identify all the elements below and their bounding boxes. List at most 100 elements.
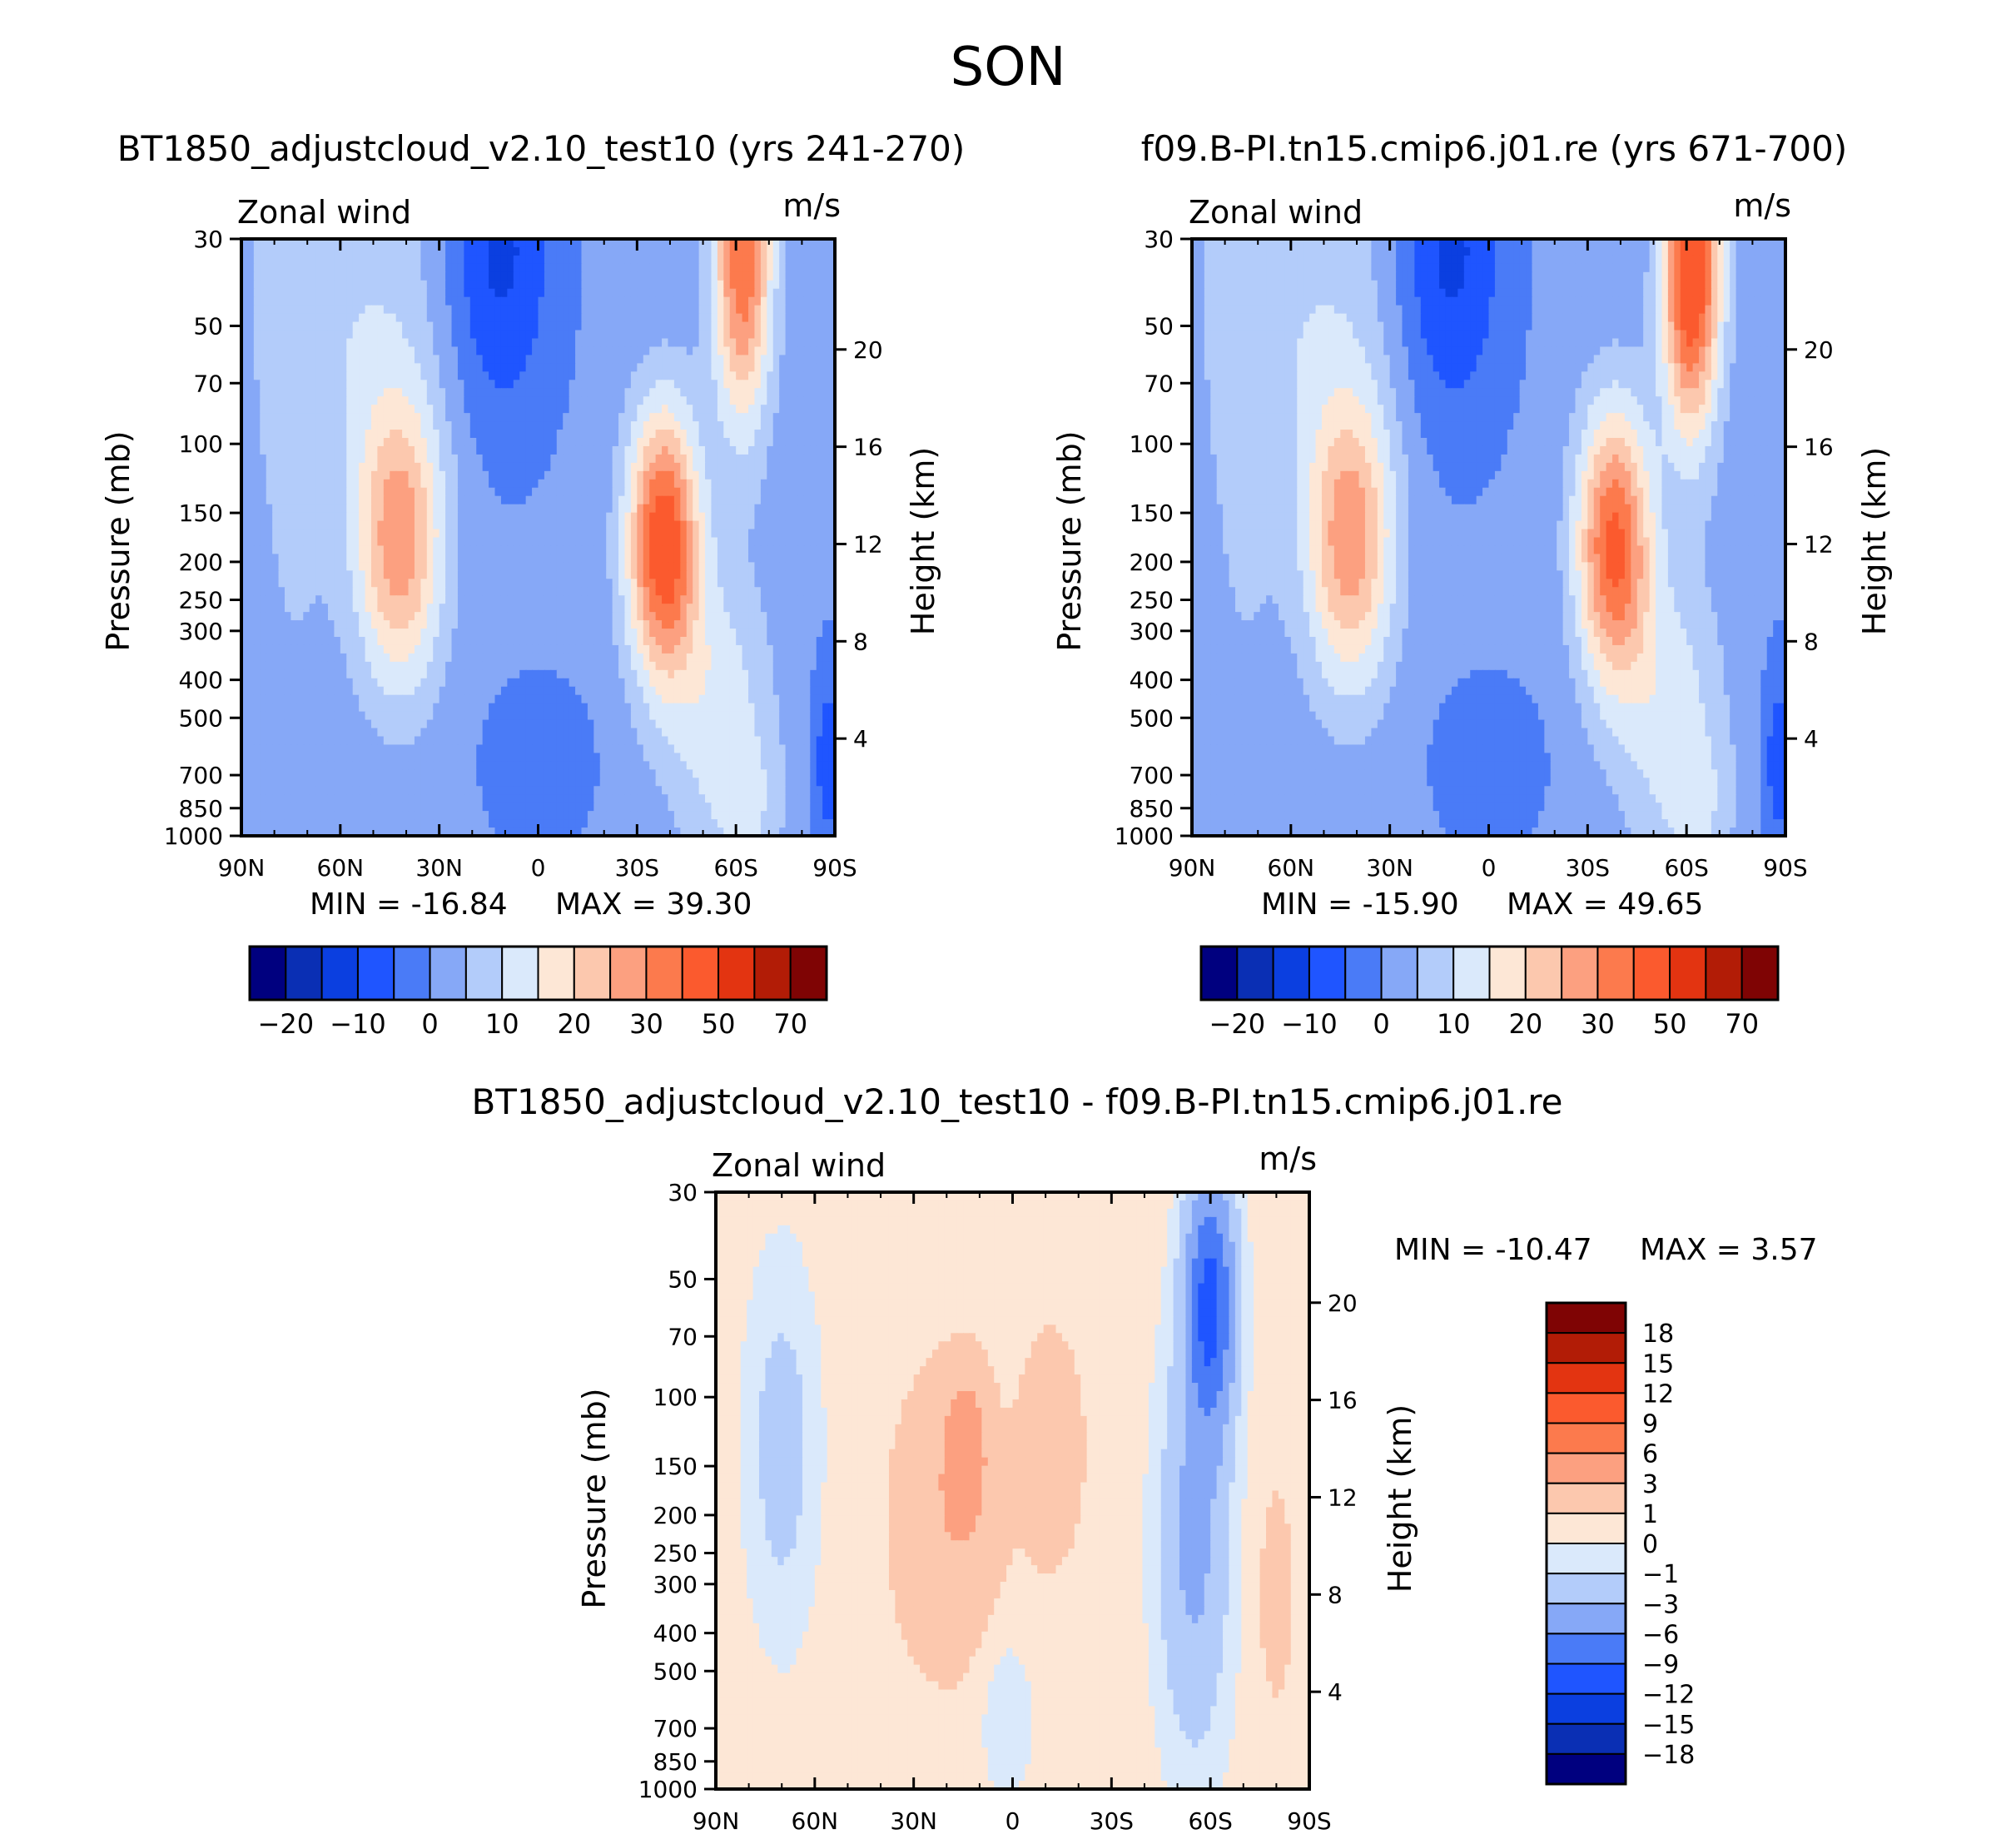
contour-cell: [352, 405, 360, 414]
contour-cell: [309, 388, 316, 398]
contour-cell: [327, 413, 335, 422]
contour-cell: [606, 355, 613, 365]
contour-cell: [414, 504, 422, 514]
contour-cell: [612, 330, 619, 340]
contour-cell: [822, 495, 830, 505]
contour-cell: [272, 280, 280, 290]
contour-cell: [729, 255, 737, 265]
contour-cell: [810, 487, 817, 497]
contour-cell: [260, 445, 267, 455]
contour-cell: [760, 255, 768, 265]
contour-cell: [315, 620, 323, 629]
contour-cell: [247, 396, 255, 405]
contour-cell: [810, 321, 817, 331]
contour-cell: [414, 313, 422, 323]
contour-cell: [519, 629, 527, 638]
contour-cell: [445, 653, 453, 663]
contour-cell: [395, 512, 403, 522]
contour-cell: [476, 371, 484, 381]
contour-cell: [532, 495, 539, 505]
contour-cell: [284, 554, 292, 564]
contour-cell: [309, 545, 316, 555]
contour-cell: [469, 579, 478, 589]
contour-cell: [668, 288, 675, 298]
contour-cell: [630, 570, 638, 580]
contour-cell: [760, 495, 768, 505]
contour-cell: [494, 405, 502, 414]
contour-cell: [284, 587, 292, 597]
contour-cell: [500, 355, 509, 365]
contour-cell: [525, 454, 533, 464]
contour-cell: [321, 504, 329, 514]
contour-cell: [414, 629, 422, 638]
contour-cell: [303, 330, 310, 340]
contour-cell: [668, 470, 675, 480]
contour-cell: [390, 644, 397, 654]
contour-cell: [569, 288, 576, 298]
contour-cell: [723, 438, 731, 447]
contour-cell: [729, 562, 737, 572]
contour-cell: [544, 296, 552, 306]
contour-cell: [797, 388, 805, 398]
contour-cell: [482, 388, 489, 398]
contour-cell: [618, 595, 626, 604]
contour-cell: [315, 263, 323, 273]
contour-cell: [760, 570, 768, 580]
contour-cell: [792, 661, 799, 671]
contour-cell: [253, 263, 261, 273]
contour-cell: [754, 380, 762, 390]
contour-cell: [538, 661, 545, 671]
contour-cell: [278, 504, 286, 514]
contour-cell: [569, 421, 576, 430]
contour-cell: [365, 330, 372, 340]
contour-cell: [370, 661, 379, 671]
contour-cell: [260, 338, 267, 348]
contour-cell: [439, 579, 446, 589]
contour-cell: [346, 396, 354, 405]
contour-cell: [772, 520, 780, 530]
contour-cell: [309, 330, 316, 340]
contour-cell: [426, 529, 434, 539]
contour-cell: [494, 462, 502, 472]
contour-cell: [253, 570, 261, 580]
contour-cell: [792, 239, 799, 248]
contour-cell: [272, 620, 280, 629]
contour-cell: [408, 288, 415, 298]
contour-cell: [729, 612, 737, 621]
contour-cell: [828, 371, 836, 381]
contour-cell: [241, 413, 249, 422]
contour-cell: [445, 629, 453, 638]
contour-cell: [370, 620, 379, 629]
contour-cell: [359, 529, 366, 539]
contour-cell: [637, 520, 644, 530]
contour-cell: [489, 537, 496, 547]
contour-cell: [445, 504, 453, 514]
contour-cell: [464, 554, 471, 564]
contour-cell: [736, 629, 743, 638]
contour-cell: [309, 454, 316, 464]
contour-cell: [469, 644, 478, 654]
contour-cell: [383, 430, 391, 439]
contour-cell: [426, 355, 434, 365]
contour-cell: [426, 239, 434, 248]
contour-cell: [266, 246, 273, 256]
contour-cell: [395, 288, 403, 298]
contour-cell: [507, 554, 514, 564]
contour-cell: [816, 246, 823, 256]
contour-cell: [494, 239, 502, 248]
contour-cell: [513, 545, 521, 555]
contour-cell: [272, 313, 280, 323]
contour-cell: [599, 371, 607, 381]
contour-cell: [445, 321, 453, 331]
contour-cell: [284, 388, 292, 398]
contour-cell: [655, 396, 663, 405]
contour-cell: [612, 454, 619, 464]
contour-cell: [352, 644, 360, 654]
contour-cell: [278, 413, 286, 422]
contour-cell: [315, 413, 323, 422]
contour-cell: [408, 537, 415, 547]
contour-cell: [469, 371, 478, 381]
contour-cell: [426, 255, 434, 265]
contour-cell: [698, 454, 706, 464]
contour-cell: [414, 537, 422, 547]
